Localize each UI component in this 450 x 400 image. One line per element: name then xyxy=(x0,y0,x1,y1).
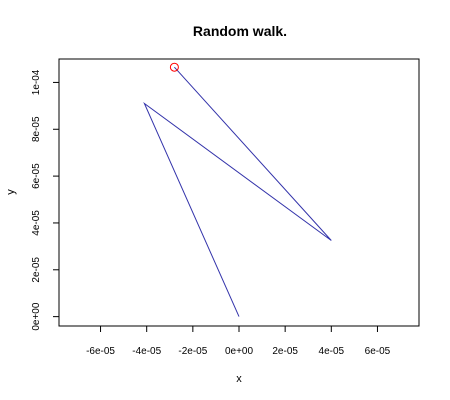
x-tick-label: 6e-05 xyxy=(365,346,391,357)
chart-title: Random walk. xyxy=(193,23,287,39)
y-tick-label: 8e-05 xyxy=(31,116,42,142)
y-axis-label: y xyxy=(5,189,17,195)
y-tick-label: 0e+00 xyxy=(31,302,42,331)
y-axis: 0e+00 2e-05 4e-05 6e-05 8e-05 1e-04 xyxy=(31,69,59,331)
y-tick-label: 1e-04 xyxy=(31,69,42,95)
series-layer xyxy=(143,62,332,317)
y-tick-label: 4e-05 xyxy=(31,210,42,236)
plot-frame xyxy=(58,58,420,327)
y-tick-label: 2e-05 xyxy=(31,257,42,283)
x-tick-label: 2e-05 xyxy=(272,346,298,357)
x-axis: -6e-05 -4e-05 -2e-05 0e+00 2e-05 4e-05 6e-05 xyxy=(86,326,391,357)
walk-path-line xyxy=(143,66,332,317)
x-tick-label: -2e-05 xyxy=(178,346,207,357)
end-point-marker xyxy=(169,62,179,72)
x-tick-label: 4e-05 xyxy=(319,346,345,357)
y-tick-label: 6e-05 xyxy=(31,163,42,189)
x-tick-label: 0e+00 xyxy=(225,346,254,357)
x-tick-label: -6e-05 xyxy=(86,346,115,357)
x-tick-label: -4e-05 xyxy=(132,346,161,357)
x-axis-label: x xyxy=(236,373,242,385)
